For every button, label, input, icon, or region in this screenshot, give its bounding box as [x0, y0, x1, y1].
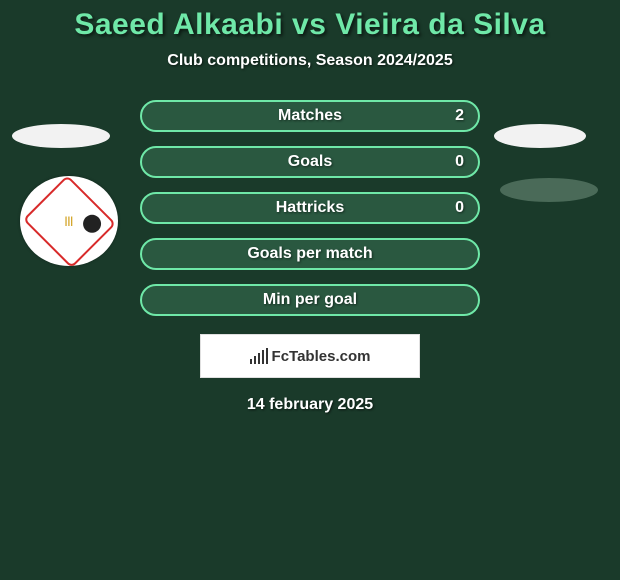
- player2-ellipse-bottom: [500, 178, 598, 202]
- stat-row-min-per-goal: Min per goal: [140, 284, 480, 316]
- football-icon: [82, 214, 100, 232]
- stat-row-goals-per-match: Goals per match: [140, 238, 480, 270]
- fctables-logo-text: FcTables.com: [272, 348, 371, 365]
- stat-label: Goals per match: [247, 245, 372, 263]
- player2-ellipse-top: [494, 124, 586, 148]
- player1-ellipse-top: [12, 124, 110, 148]
- stat-value-right: 0: [455, 153, 464, 171]
- stat-label: Goals: [288, 153, 332, 171]
- stat-label: Hattricks: [276, 199, 344, 217]
- player1-club-badge: |||: [20, 176, 118, 266]
- stat-row-matches: Matches 2: [140, 100, 480, 132]
- stat-row-goals: Goals 0: [140, 146, 480, 178]
- attribution-box: FcTables.com: [200, 334, 420, 378]
- footer-date: 14 february 2025: [0, 396, 620, 414]
- comparison-card: Saeed Alkaabi vs Vieira da Silva Club co…: [0, 0, 620, 580]
- club-badge-diamond: |||: [22, 174, 115, 267]
- club-badge-mark: |||: [65, 216, 73, 226]
- stat-row-hattricks: Hattricks 0: [140, 192, 480, 224]
- fctables-logo: FcTables.com: [250, 348, 371, 365]
- subtitle: Club competitions, Season 2024/2025: [0, 52, 620, 70]
- page-title: Saeed Alkaabi vs Vieira da Silva: [0, 0, 620, 42]
- stat-value-right: 2: [455, 107, 464, 125]
- stat-value-right: 0: [455, 199, 464, 217]
- bar-chart-icon: [250, 348, 268, 364]
- stat-label: Matches: [278, 107, 342, 125]
- stat-label: Min per goal: [263, 291, 357, 309]
